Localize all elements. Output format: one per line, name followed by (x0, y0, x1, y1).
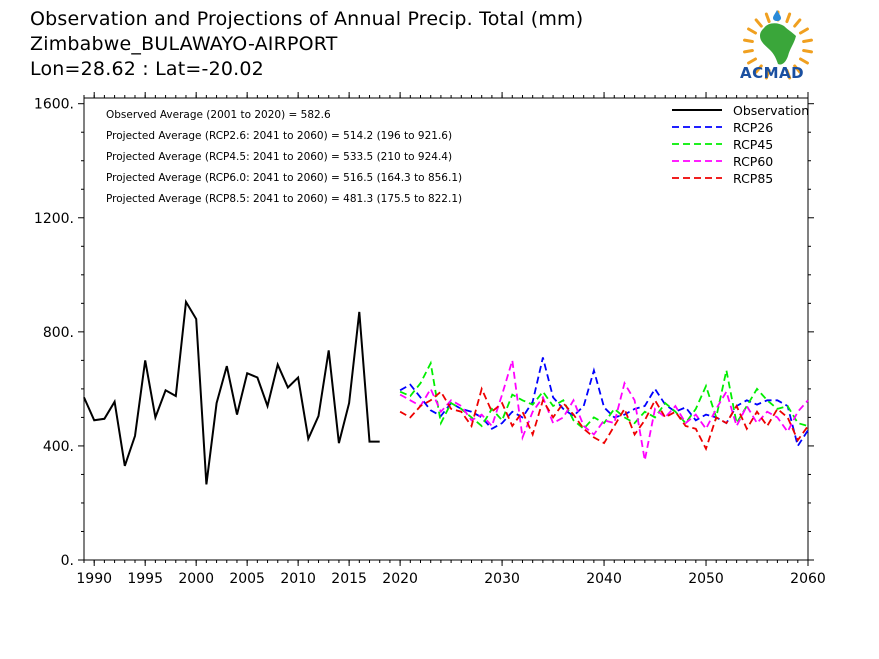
annotation-line: Observed Average (2001 to 2020) = 582.6 (106, 109, 331, 121)
station-name: Zimbabwe_BULAWAYO-AIRPORT (30, 33, 338, 55)
logo-ray (802, 38, 813, 43)
y-tick-label: 1600. (34, 97, 74, 113)
logo-ray (747, 27, 757, 35)
x-tick-label: 2050 (688, 571, 724, 587)
x-tick-label: 1995 (127, 571, 163, 587)
logo-ray (743, 38, 754, 43)
logo-ray (743, 49, 754, 54)
x-tick-label: 2060 (790, 571, 826, 587)
y-tick-label: 0. (61, 553, 74, 569)
plot-frame (83, 97, 809, 561)
x-tick-label: 2010 (280, 571, 316, 587)
x-tick-label: 2000 (178, 571, 214, 587)
chart-title: Observation and Projections of Annual Pr… (30, 8, 584, 30)
x-tick-label: 2040 (586, 571, 622, 587)
logo-ray (754, 64, 763, 74)
station-coordinates: Lon=28.62 : Lat=-20.02 (30, 58, 264, 80)
y-tick-label: 1200. (34, 211, 74, 227)
x-tick-label: 2005 (229, 571, 265, 587)
legend-entry: Observation (733, 103, 809, 118)
annotation-line: Projected Average (RCP2.6: 2041 to 2060)… (106, 130, 452, 142)
legend-entry: RCP85 (733, 171, 773, 186)
x-tick-label: 2015 (331, 571, 367, 587)
logo-ray (785, 68, 792, 80)
logo-ray (764, 12, 771, 24)
logo-ray (799, 27, 809, 35)
logo-text: ACMAD (740, 64, 805, 82)
legend-entry: RCP45 (733, 137, 773, 152)
africa-map-logo-icon (743, 10, 813, 80)
annotation-line: Projected Average (RCP4.5: 2041 to 2060)… (106, 151, 452, 163)
legend-entry: RCP26 (733, 120, 773, 135)
logo-ray (764, 68, 771, 80)
legend-entry: RCP60 (733, 154, 773, 169)
logo-ray (785, 12, 792, 24)
logo-ray (799, 57, 809, 65)
logo-ray (793, 64, 802, 74)
logo-ray (802, 49, 813, 54)
y-tick-label: 400. (43, 439, 74, 455)
annotation-line: Projected Average (RCP8.5: 2041 to 2060)… (106, 193, 462, 205)
series-line-observation (83, 298, 380, 485)
series-line-rcp45 (399, 360, 809, 431)
x-tick-label: 1990 (76, 571, 112, 587)
series-line-rcp26 (399, 357, 809, 449)
y-tick-label: 800. (43, 325, 74, 341)
x-tick-label: 2020 (382, 571, 418, 587)
annotation-line: Projected Average (RCP6.0: 2041 to 2060)… (106, 172, 462, 184)
series-line-rcp85 (399, 386, 809, 452)
logo-ray (747, 57, 757, 65)
series-line-rcp60 (399, 360, 809, 461)
logo-ray (793, 18, 802, 28)
logo-ray (754, 18, 763, 28)
x-tick-label: 2030 (484, 571, 520, 587)
